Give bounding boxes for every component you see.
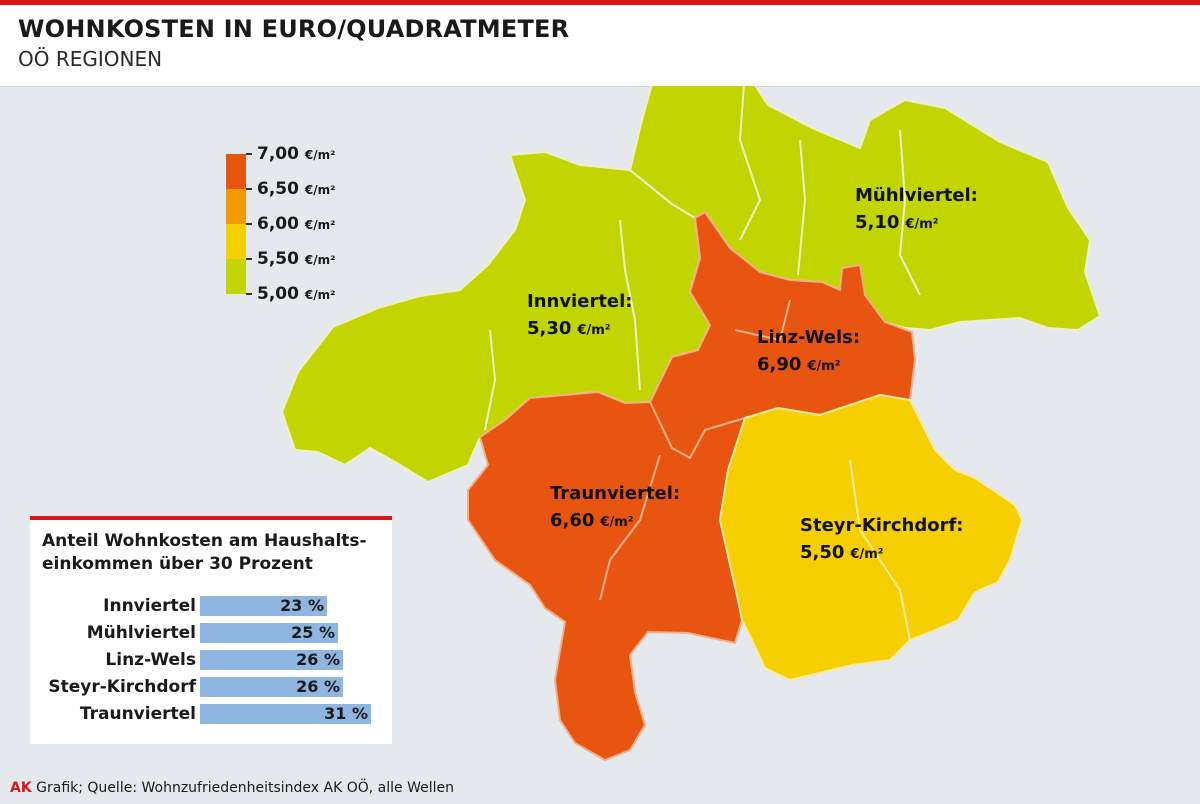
top-accent-rule	[0, 0, 1200, 5]
region-value: 5,10	[855, 212, 899, 233]
bar-label: Traunviertel	[79, 704, 196, 724]
region-value: 5,50	[800, 542, 844, 563]
region-steyrkirchdorf-label: Steyr-Kirchdorf: 5,50 €/m²	[800, 515, 964, 563]
bar-row: Mühlviertel 25 %	[30, 623, 392, 643]
bar-label: Steyr-Kirchdorf	[48, 677, 196, 697]
region-name: Mühlviertel:	[855, 185, 978, 206]
bar-value: 26 %	[296, 650, 340, 669]
source-text: Grafik; Quelle: Wohnzufriedenheitsindex …	[36, 780, 454, 796]
region-unit: €/m²	[806, 359, 840, 374]
svg-text:5,30€/m²: 5,30 €/m²	[527, 318, 610, 339]
svg-text:6,90€/m²: 6,90 €/m²	[757, 354, 840, 375]
region-value: 6,60	[550, 510, 594, 531]
bar-value: 23 %	[280, 596, 324, 615]
color-legend: 7,00 €/m² 6,50 €/m² 6,00 €/m² 5,50 €/m² …	[226, 142, 386, 312]
region-innviertel-label: Innviertel: 5,30 €/m²	[527, 291, 633, 339]
bar-fill: 26 %	[200, 677, 343, 697]
bar-track: 26 %	[200, 650, 380, 670]
district-borders	[484, 86, 921, 641]
source-note: AK Grafik; Quelle: Wohnzufriedenheitsind…	[10, 780, 454, 796]
bar-fill: 31 %	[200, 704, 371, 724]
svg-text:5,50€/m²: 5,50 €/m²	[800, 542, 883, 563]
region-muehlviertel-label: Mühlviertel: 5,10 €/m²	[855, 185, 978, 233]
page-title: WOHNKOSTEN IN EURO/QUADRATMETER	[18, 15, 570, 43]
bar-track: 31 %	[200, 704, 380, 724]
bar-label: Linz-Wels	[105, 650, 196, 670]
brand-label: AK	[10, 780, 32, 796]
region-unit: €/m²	[599, 515, 633, 530]
bar-fill: 23 %	[200, 596, 327, 616]
legend-swatch-7-00	[226, 154, 246, 189]
svg-text:5,10€/m²: 5,10 €/m²	[855, 212, 938, 233]
region-name: Traunviertel:	[550, 483, 680, 504]
region-unit: €/m²	[576, 323, 610, 338]
bar-value: 31 %	[324, 704, 368, 723]
region-unit: €/m²	[904, 217, 938, 232]
legend-tick	[246, 258, 252, 260]
legend-swatch-6-00	[226, 224, 246, 259]
region-linzwels-label: Linz-Wels: 6,90 €/m²	[757, 327, 860, 375]
region-traunviertel-label: Traunviertel: 6,60 €/m²	[550, 483, 680, 531]
legend-label: 6,00 €/m²	[257, 214, 336, 234]
svg-text:6,60€/m²: 6,60 €/m²	[550, 510, 633, 531]
bar-value: 26 %	[296, 677, 340, 696]
region-name: Steyr-Kirchdorf:	[800, 515, 964, 536]
legend-tick	[246, 188, 252, 190]
bar-fill: 25 %	[200, 623, 338, 643]
legend-tick	[246, 153, 252, 155]
region-name: Linz-Wels:	[757, 327, 860, 348]
panel-title-line2: einkommen über 30 Prozent	[42, 554, 313, 574]
bar-track: 23 %	[200, 596, 380, 616]
bar-label: Innviertel	[103, 596, 196, 616]
bar-value: 25 %	[291, 623, 335, 642]
bar-row: Innviertel 23 %	[30, 596, 392, 616]
panel-title: Anteil Wohnkosten am Haushalts- einkomme…	[42, 530, 382, 576]
map-area: Innviertel: 5,30 €/m² Mühlviertel: 5,10 €/…	[0, 86, 1200, 774]
region-value: 5,30	[527, 318, 571, 339]
legend-swatch-6-50	[226, 189, 246, 224]
region-name: Innviertel:	[527, 291, 633, 312]
bar-fill: 26 %	[200, 650, 343, 670]
legend-label: 6,50 €/m²	[257, 179, 336, 199]
bar-label: Mühlviertel	[86, 623, 196, 643]
legend-label: 5,50 €/m²	[257, 249, 336, 269]
region-value: 6,90	[757, 354, 801, 375]
legend-label: 5,00 €/m²	[257, 284, 336, 304]
bar-row: Linz-Wels 26 %	[30, 650, 392, 670]
legend-swatch-5-50	[226, 259, 246, 294]
panel-title-line1: Anteil Wohnkosten am Haushalts-	[42, 531, 367, 551]
legend-tick	[246, 293, 252, 295]
region-unit: €/m²	[849, 547, 883, 562]
region-map: Innviertel: 5,30 €/m² Mühlviertel: 5,10 €/…	[280, 86, 1102, 762]
footer: AK Grafik; Quelle: Wohnzufriedenheitsind…	[0, 774, 1200, 804]
region-steyrkirchdorf-shape	[718, 393, 1024, 682]
page-subtitle: OÖ REGIONEN	[18, 47, 163, 71]
bar-row: Traunviertel 31 %	[30, 704, 392, 724]
legend-label: 7,00 €/m²	[257, 144, 336, 164]
header: WOHNKOSTEN IN EURO/QUADRATMETER OÖ REGIO…	[0, 5, 1200, 87]
household-share-panel: Anteil Wohnkosten am Haushalts- einkomme…	[30, 516, 392, 744]
bar-track: 26 %	[200, 677, 380, 697]
bar-row: Steyr-Kirchdorf 26 %	[30, 677, 392, 697]
legend-tick	[246, 223, 252, 225]
bar-track: 25 %	[200, 623, 380, 643]
